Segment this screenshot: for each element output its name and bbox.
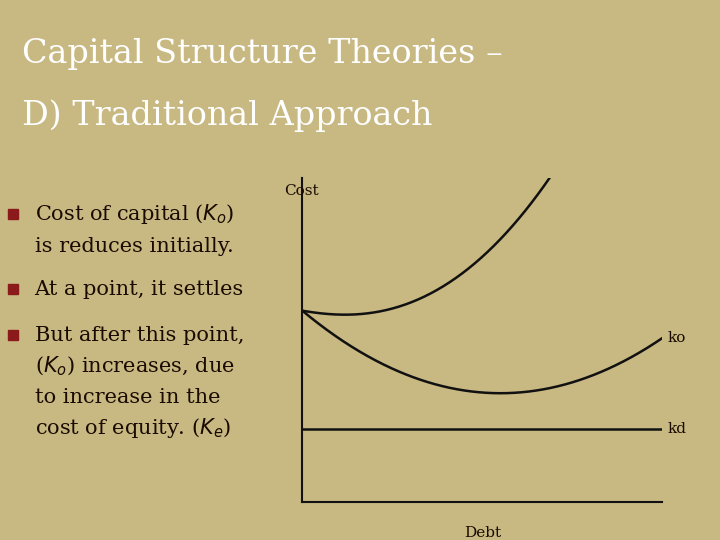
Text: cost of equity. ($K_e$): cost of equity. ($K_e$) (35, 416, 230, 440)
Text: ($K_o$) increases, due: ($K_o$) increases, due (35, 355, 235, 378)
Text: Debt: Debt (464, 526, 501, 540)
Text: At a point, it settles: At a point, it settles (35, 280, 244, 299)
Text: is reduces initially.: is reduces initially. (35, 237, 233, 256)
Text: ko: ko (668, 331, 686, 345)
Text: Cost: Cost (284, 184, 319, 198)
Text: to increase in the: to increase in the (35, 388, 220, 407)
Text: kd: kd (668, 422, 687, 436)
Text: But after this point,: But after this point, (35, 326, 244, 345)
Text: Cost of capital ($K_o$): Cost of capital ($K_o$) (35, 202, 234, 226)
Text: D) Traditional Approach: D) Traditional Approach (22, 99, 432, 132)
Text: Capital Structure Theories –: Capital Structure Theories – (22, 38, 503, 70)
